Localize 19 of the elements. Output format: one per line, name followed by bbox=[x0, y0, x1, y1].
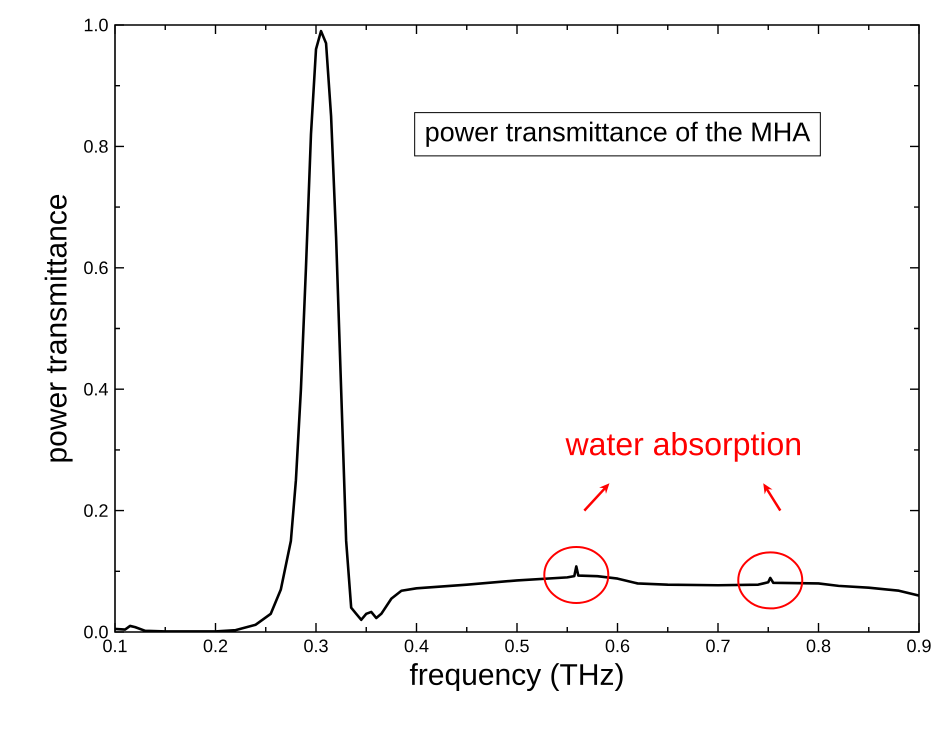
x-tick-label: 0.6 bbox=[606, 640, 630, 652]
x-tick-label: 0.7 bbox=[706, 640, 730, 652]
x-tick-label: 0.9 bbox=[907, 640, 931, 652]
x-tick-label: 0.3 bbox=[304, 640, 328, 652]
y-tick-label: 0.6 bbox=[84, 261, 108, 274]
x-tick-label: 0.2 bbox=[204, 640, 228, 652]
x-axis-title: frequency (THz) bbox=[410, 663, 623, 692]
annotation: water absorption bbox=[565, 432, 800, 462]
x-tick-label: 0.5 bbox=[505, 640, 529, 652]
y-tick-label: 0.8 bbox=[84, 140, 108, 153]
x-tick-label: 0.1 bbox=[103, 640, 127, 652]
y-axis-title: power transmittance bbox=[44, 194, 73, 462]
x-tick-label: 0.8 bbox=[806, 640, 830, 652]
y-tick-label: 0.0 bbox=[84, 626, 108, 638]
annotation: power transmittance of the MHA bbox=[426, 122, 810, 147]
y-tick-label: 0.2 bbox=[84, 504, 108, 517]
y-tick-label: 0.4 bbox=[84, 382, 108, 396]
y-tick-label: 1.0 bbox=[84, 18, 108, 32]
x-tick-label: 0.4 bbox=[404, 640, 428, 652]
